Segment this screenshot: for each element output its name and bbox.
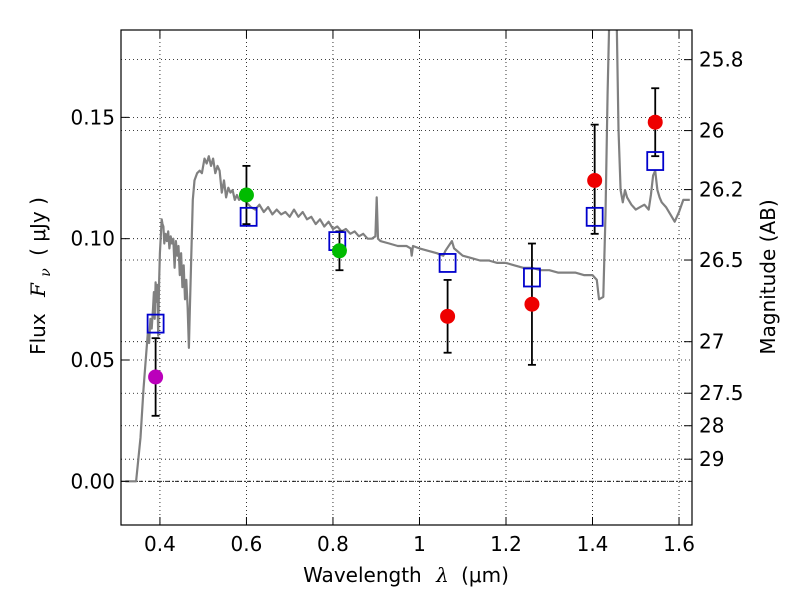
x-axis-symbol: λ [435, 563, 449, 587]
x-axis-unit: (μm) [461, 563, 509, 587]
y2-tick-label: 27 [699, 330, 724, 354]
model-flux-square [585, 206, 604, 227]
model-flux-square [239, 206, 258, 227]
y-axis-ticks: 0.00 0.05 0.10 0.15 [70, 105, 129, 493]
y-axis-label: Flux [26, 313, 50, 355]
model-spectrum [125, 30, 690, 483]
observed-flux-point [238, 187, 254, 203]
y-axis-subscript: ν [38, 268, 54, 277]
y-tick-label: 0.00 [70, 469, 115, 493]
y2-axis-ticks: 25.8 26 26.2 26.5 27 27.5 28 29 [684, 48, 744, 471]
y2-tick-label: 28 [699, 414, 724, 438]
y2-tick-label: 25.8 [699, 48, 744, 72]
y2-axis-label: Magnitude (AB) [756, 199, 780, 354]
y-tick-label: 0.15 [70, 105, 115, 129]
observed-flux-point [647, 114, 663, 130]
x-tick-label: 1 [413, 532, 426, 556]
y2-tick-label: 26.5 [699, 248, 744, 272]
x-tick-label: 1.6 [663, 532, 695, 556]
y2-tick-label: 29 [699, 447, 724, 471]
y2-axis-title: Magnitude (AB) [756, 199, 780, 354]
plot-frame [120, 29, 693, 526]
observed-flux-point [331, 243, 347, 259]
spectrum-line [125, 30, 690, 483]
model-photometry-markers [146, 151, 665, 334]
observed-flux-point [148, 369, 164, 385]
model-flux-square [146, 313, 165, 334]
grid [121, 30, 692, 525]
observed-flux-point [524, 296, 540, 312]
model-flux-square [523, 267, 541, 288]
x-tick-label: 0.4 [144, 532, 176, 556]
x-tick-label: 1.2 [490, 532, 522, 556]
y-axis-title: Flux F ν ( μJy ) [26, 197, 55, 355]
y-axis-unit: ( μJy ) [26, 197, 50, 256]
x-axis-label: Wavelength [303, 563, 422, 587]
x-tick-label: 1.4 [577, 532, 609, 556]
y-tick-label: 0.05 [70, 348, 115, 372]
y2-tick-label: 27.5 [699, 381, 744, 405]
model-flux-square [438, 253, 457, 273]
observed-photometry-markers [148, 114, 663, 385]
y2-tick-label: 26 [699, 119, 724, 143]
model-flux-square [646, 151, 665, 171]
x-tick-label: 0.8 [317, 532, 349, 556]
x-axis-ticks: 0.4 0.6 0.8 1 1.2 1.4 1.6 [144, 30, 695, 556]
x-tick-label: 0.6 [231, 532, 263, 556]
y-tick-label: 0.10 [70, 227, 115, 251]
error-bars [151, 87, 660, 417]
y2-tick-label: 26.2 [699, 178, 744, 202]
y-axis-symbol: F [26, 282, 50, 298]
observed-flux-point [440, 308, 456, 324]
observed-flux-point [587, 172, 603, 188]
x-axis-title: Wavelength λ (μm) [303, 563, 509, 587]
